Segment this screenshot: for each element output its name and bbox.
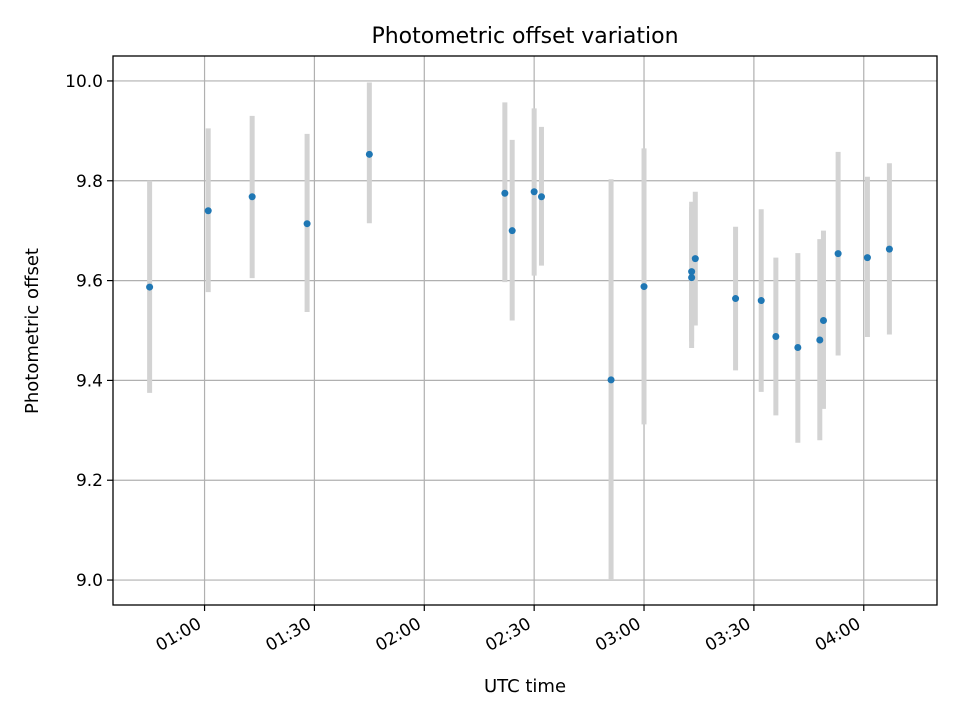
data-point <box>885 245 893 253</box>
y-tick-label: 9.4 <box>76 371 103 391</box>
data-point <box>501 189 509 197</box>
y-tick-label: 9.8 <box>76 172 103 192</box>
y-axis-label: Photometric offset <box>22 248 43 414</box>
data-point <box>819 317 827 325</box>
data-point <box>508 227 516 235</box>
data-point <box>732 295 740 303</box>
data-point <box>204 207 212 215</box>
data-point <box>303 220 311 228</box>
data-point <box>816 336 824 344</box>
y-tick-label: 9.6 <box>76 272 103 292</box>
data-point <box>688 274 696 282</box>
data-point <box>530 188 538 196</box>
data-point <box>691 255 699 263</box>
y-tick-label: 10.0 <box>65 72 103 92</box>
data-point <box>640 283 648 291</box>
data-point <box>146 283 154 291</box>
data-point <box>863 254 871 262</box>
x-axis-label: UTC time <box>484 676 566 697</box>
data-point <box>772 332 780 340</box>
plot-frame <box>112 55 938 606</box>
chart-title: Photometric offset variation <box>371 24 678 49</box>
y-tick-label: 9.0 <box>76 571 103 591</box>
data-point <box>365 150 373 158</box>
data-point <box>794 343 802 351</box>
data-point <box>537 193 545 201</box>
y-tick-label: 9.2 <box>76 471 103 491</box>
data-point <box>834 250 842 258</box>
data-point <box>757 297 765 305</box>
point-layer <box>146 150 893 384</box>
data-point <box>688 268 696 276</box>
data-point <box>607 376 615 384</box>
data-point <box>248 193 256 201</box>
